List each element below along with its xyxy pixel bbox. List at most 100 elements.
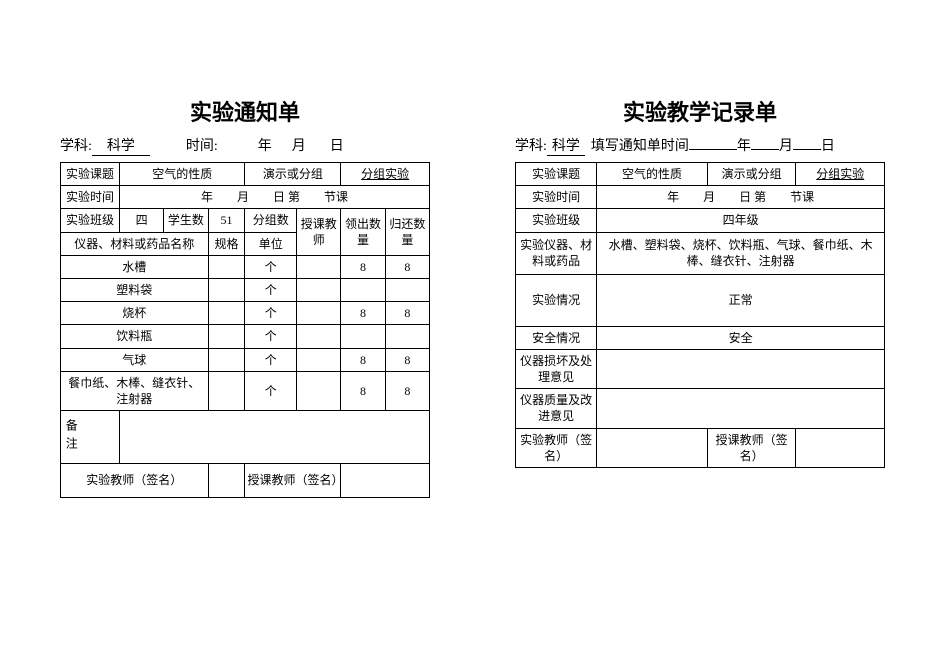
- r-r1-mode-label: 演示或分组: [707, 163, 796, 186]
- l-item6-name: 餐巾纸、木棒、缝衣针、注射器: [61, 371, 209, 410]
- l-r4-items-label: 仪器、材料或药品名称: [61, 232, 209, 255]
- l-item1-name: 水槽: [61, 255, 209, 278]
- l-r2-time-value: 年 月 日 第 节课: [120, 186, 430, 209]
- l-item3-ret: 8: [385, 302, 429, 325]
- l-item6-unit: 个: [245, 371, 297, 410]
- l-item6-ret: 8: [385, 371, 429, 410]
- r-r7-damage-label: 仪器损坏及处理意见: [516, 349, 597, 388]
- l-item6-blank: [297, 371, 341, 410]
- l-remark-label: 备注: [61, 411, 120, 464]
- l-item2-ret: [385, 278, 429, 301]
- l-r3-col7: 领出数量: [341, 209, 385, 255]
- right-table: 实验课题 空气的性质 演示或分组 分组实验 实验时间 年 月 日 第 节课 实验…: [515, 162, 885, 468]
- l-item2-unit: 个: [245, 278, 297, 301]
- l-item3-blank: [297, 302, 341, 325]
- left-year: 年: [258, 135, 272, 155]
- right-month: 月: [779, 135, 793, 155]
- l-r2-time-label: 实验时间: [61, 186, 120, 209]
- right-fill-year-blank: [689, 149, 737, 150]
- l-item5-ret: 8: [385, 348, 429, 371]
- r-r4-equip-value: 水槽、塑料袋、烧杯、饮料瓶、气球、餐巾纸、木棒、缝衣针、注射器: [597, 232, 885, 274]
- l-item5-name: 气球: [61, 348, 209, 371]
- l-item6-spec: [208, 371, 245, 410]
- l-item5-out: 8: [341, 348, 385, 371]
- r-r4-equip-label: 实验仪器、材料或药品: [516, 232, 597, 274]
- right-subheader: 学科: 科学 填写通知单时间 年 月 日: [515, 135, 885, 156]
- r-sig-exp-blank: [597, 428, 708, 467]
- right-subject-label: 学科:: [515, 135, 547, 155]
- r-r5-situation-label: 实验情况: [516, 274, 597, 326]
- l-item1-unit: 个: [245, 255, 297, 278]
- l-item1-ret: 8: [385, 255, 429, 278]
- l-r3-class-value: 四: [120, 209, 164, 232]
- l-r1-topic-value: 空气的性质: [120, 163, 245, 186]
- l-item2-out: [341, 278, 385, 301]
- left-month: 月: [292, 135, 306, 155]
- r-r3-class-value: 四年级: [597, 209, 885, 232]
- l-r4-spec: 规格: [208, 232, 245, 255]
- right-fill-label: 填写通知单时间: [591, 135, 689, 155]
- l-item5-unit: 个: [245, 348, 297, 371]
- r-r2-time-value: 年 月 日 第 节课: [597, 186, 885, 209]
- l-item4-spec: [208, 325, 245, 348]
- l-r3-col6: 授课教师: [297, 209, 341, 255]
- l-item1-spec: [208, 255, 245, 278]
- l-item3-unit: 个: [245, 302, 297, 325]
- right-fill-month-blank: [751, 149, 779, 150]
- l-r3-groups-label: 分组数: [245, 209, 297, 232]
- r-r5-situation-value: 正常: [597, 274, 885, 326]
- l-item2-blank: [297, 278, 341, 301]
- l-item1-blank: [297, 255, 341, 278]
- left-form: 实验通知单 学科: 科学 时间: 年 月 日 实验课题 空气的性质 演示或分组 …: [60, 95, 430, 498]
- l-item4-blank: [297, 325, 341, 348]
- l-item4-out: [341, 325, 385, 348]
- l-sig-lec-teacher: 授课教师（签名）: [245, 464, 341, 498]
- l-sig-exp-teacher: 实验教师（签名）: [61, 464, 209, 498]
- r-r1-topic-value: 空气的性质: [597, 163, 708, 186]
- left-subheader: 学科: 科学 时间: 年 月 日: [60, 135, 430, 156]
- r-sig-lec-blank: [796, 428, 885, 467]
- r-r6-safety-label: 安全情况: [516, 326, 597, 349]
- right-year: 年: [737, 135, 751, 155]
- left-subject-value: 科学: [92, 135, 150, 156]
- l-remark-value: [120, 411, 430, 464]
- l-item6-out: 8: [341, 371, 385, 410]
- l-item2-name: 塑料袋: [61, 278, 209, 301]
- l-r3-class-label: 实验班级: [61, 209, 120, 232]
- r-sig-lec-teacher: 授课教师（签名）: [707, 428, 796, 467]
- l-item4-ret: [385, 325, 429, 348]
- l-r1-mode-label: 演示或分组: [245, 163, 341, 186]
- page-root: 实验通知单 学科: 科学 时间: 年 月 日 实验课题 空气的性质 演示或分组 …: [0, 0, 945, 498]
- l-item3-spec: [208, 302, 245, 325]
- right-subject-value: 科学: [547, 135, 585, 156]
- left-table: 实验课题 空气的性质 演示或分组 分组实验 实验时间 年 月 日 第 节课 实验…: [60, 162, 430, 498]
- l-item4-unit: 个: [245, 325, 297, 348]
- l-r1-topic-label: 实验课题: [61, 163, 120, 186]
- right-fill-day-blank: [793, 149, 821, 150]
- right-day: 日: [821, 135, 835, 155]
- l-item3-name: 烧杯: [61, 302, 209, 325]
- left-title: 实验通知单: [60, 95, 430, 127]
- r-r8-quality-label: 仪器质量及改进意见: [516, 389, 597, 428]
- r-r1-topic-label: 实验课题: [516, 163, 597, 186]
- l-remark-label-text: 备注: [63, 414, 79, 460]
- l-sig-lec-blank: [341, 464, 430, 498]
- left-time-label: 时间:: [186, 135, 218, 155]
- r-r6-safety-value: 安全: [597, 326, 885, 349]
- l-item5-spec: [208, 348, 245, 371]
- l-r4-unit: 单位: [245, 232, 297, 255]
- l-item3-out: 8: [341, 302, 385, 325]
- r-r2-time-label: 实验时间: [516, 186, 597, 209]
- r-r7-damage-value: [597, 349, 885, 388]
- l-item5-blank: [297, 348, 341, 371]
- r-r1-mode-value: 分组实验: [796, 163, 885, 186]
- l-r3-students-label: 学生数: [164, 209, 208, 232]
- l-item4-name: 饮料瓶: [61, 325, 209, 348]
- l-r3-col8: 归还数量: [385, 209, 429, 255]
- r-sig-exp-teacher: 实验教师（签名）: [516, 428, 597, 467]
- right-title: 实验教学记录单: [515, 95, 885, 127]
- r-r8-quality-value: [597, 389, 885, 428]
- r-r3-class-label: 实验班级: [516, 209, 597, 232]
- l-item1-out: 8: [341, 255, 385, 278]
- l-sig-exp-blank: [208, 464, 245, 498]
